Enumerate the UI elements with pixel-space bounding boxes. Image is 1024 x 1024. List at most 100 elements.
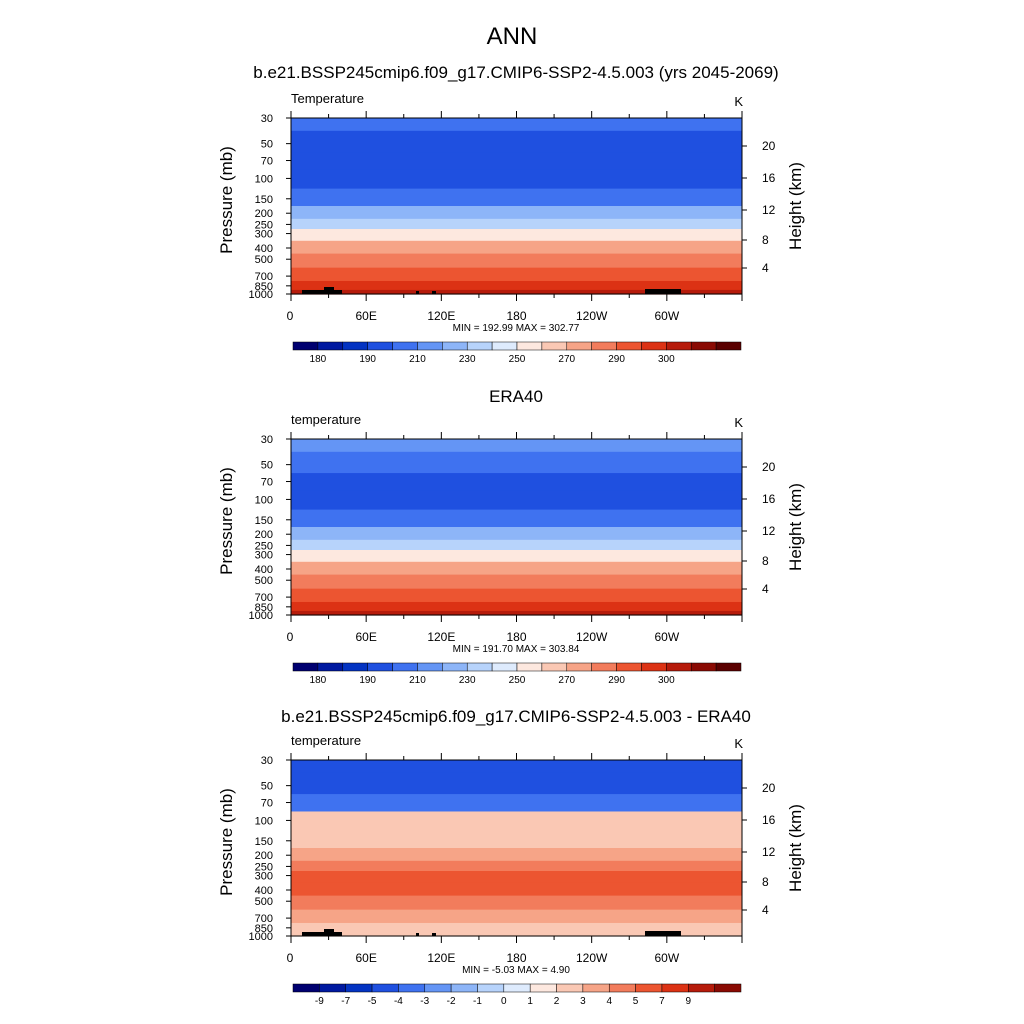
contour-band bbox=[291, 439, 742, 453]
y-tick-label: 150 bbox=[255, 836, 273, 848]
colorbar-swatch bbox=[292, 983, 320, 993]
variable-label: temperature bbox=[291, 733, 361, 748]
colorbar-swatch bbox=[424, 983, 452, 993]
colorbar-swatch bbox=[541, 662, 568, 672]
colorbar-label: 250 bbox=[509, 675, 526, 686]
main-title: ANN bbox=[487, 23, 538, 50]
colorbar-label: 180 bbox=[310, 354, 327, 365]
y-tick-label: 250 bbox=[255, 219, 273, 231]
x-tick-label: 120E bbox=[427, 630, 455, 644]
colorbar-swatch bbox=[292, 341, 319, 351]
colorbar-label: 290 bbox=[608, 675, 625, 686]
contour-band bbox=[291, 610, 742, 616]
contour-band bbox=[291, 218, 742, 230]
colorbar-swatch bbox=[666, 662, 692, 672]
contour-band bbox=[291, 490, 742, 511]
contour-band bbox=[291, 473, 742, 492]
y-tick-label: 100 bbox=[255, 173, 273, 185]
colorbar-swatch bbox=[541, 341, 568, 351]
colorbar-swatch bbox=[715, 341, 742, 351]
colorbar-swatch bbox=[641, 341, 667, 351]
colorbar-label: 5 bbox=[633, 996, 639, 1007]
y-tick-label: 300 bbox=[255, 229, 273, 241]
x-tick-label: 120E bbox=[427, 309, 455, 323]
y-tick-right-label: 12 bbox=[762, 203, 776, 217]
contour-band bbox=[291, 253, 742, 269]
y-tick-label: 50 bbox=[261, 460, 273, 472]
colorbar-swatch bbox=[616, 662, 642, 672]
y-tick-right-label: 12 bbox=[762, 524, 776, 538]
y-tick-label: 30 bbox=[261, 755, 273, 767]
colorbar-swatch bbox=[342, 341, 368, 351]
contour-band bbox=[291, 830, 742, 849]
colorbar-swatch bbox=[367, 662, 393, 672]
x-tick-label: 120W bbox=[576, 951, 608, 965]
x-tick-label: 180 bbox=[506, 630, 526, 644]
y-tick-label: 700 bbox=[255, 271, 273, 283]
topography-block bbox=[334, 932, 342, 936]
x-tick-label: 0 bbox=[287, 309, 294, 323]
contour-band bbox=[291, 130, 742, 153]
colorbar-label: -2 bbox=[447, 996, 456, 1007]
variable-label: Temperature bbox=[291, 91, 364, 106]
x-tick-label: 120E bbox=[427, 951, 455, 965]
colorbar-swatch bbox=[392, 341, 418, 351]
colorbar-label: 9 bbox=[686, 996, 692, 1007]
x-tick-label: 60W bbox=[654, 951, 679, 965]
contour-band bbox=[291, 509, 742, 528]
colorbar-swatch bbox=[503, 983, 531, 993]
colorbar-label: 180 bbox=[310, 675, 327, 686]
contour-band bbox=[291, 289, 742, 295]
y-tick-right-label: 4 bbox=[762, 582, 769, 596]
panel-title: b.e21.BSSP245cmip6.f09_g17.CMIP6-SSP2-4.… bbox=[253, 63, 778, 82]
colorbar-swatch bbox=[319, 983, 346, 993]
colorbar-swatch bbox=[591, 341, 617, 351]
contour-band bbox=[291, 860, 742, 872]
contour-band bbox=[291, 561, 742, 576]
colorbar-swatch bbox=[491, 662, 518, 672]
colorbar-label: 230 bbox=[459, 675, 476, 686]
y-tick-label: 400 bbox=[255, 243, 273, 255]
colorbar-swatch bbox=[635, 983, 663, 993]
colorbar-swatch bbox=[715, 662, 742, 672]
y-tick-right-label: 20 bbox=[762, 781, 776, 795]
y-tick-right-label: 4 bbox=[762, 903, 769, 917]
contour-band bbox=[291, 539, 742, 551]
contour-band bbox=[291, 760, 742, 774]
units-label: K bbox=[734, 736, 743, 751]
colorbar-swatch bbox=[582, 983, 610, 993]
colorbar-swatch bbox=[661, 983, 689, 993]
y-tick-label: 700 bbox=[255, 913, 273, 925]
y-tick-label: 150 bbox=[255, 515, 273, 527]
topography-block bbox=[416, 933, 419, 936]
y-tick-label: 850 bbox=[255, 923, 273, 935]
topography-block bbox=[324, 929, 334, 936]
colorbar-swatch bbox=[398, 983, 426, 993]
x-tick-label: 60W bbox=[654, 309, 679, 323]
contour-band bbox=[291, 188, 742, 207]
y-tick-label: 200 bbox=[255, 208, 273, 220]
colorbar-swatch bbox=[666, 341, 692, 351]
contour-band bbox=[291, 206, 742, 220]
colorbar-label: 190 bbox=[359, 675, 376, 686]
colorbar-label: 290 bbox=[608, 354, 625, 365]
colorbar-label: 230 bbox=[459, 354, 476, 365]
colorbar-swatch bbox=[529, 983, 557, 993]
x-tick-label: 180 bbox=[506, 309, 526, 323]
contour-band bbox=[291, 931, 742, 937]
y-tick-label: 500 bbox=[255, 575, 273, 587]
contour-band bbox=[291, 169, 742, 190]
colorbar-label: -4 bbox=[394, 996, 403, 1007]
x-tick-label: 120W bbox=[576, 630, 608, 644]
contour-band bbox=[291, 794, 742, 813]
colorbar-swatch bbox=[442, 341, 468, 351]
contour-band bbox=[291, 848, 742, 862]
colorbar-label: -1 bbox=[473, 996, 482, 1007]
stats-label: MIN = 192.99 MAX = 302.77 bbox=[453, 323, 580, 334]
topography-block bbox=[314, 932, 324, 936]
x-tick-label: 60E bbox=[355, 630, 376, 644]
topography-block bbox=[432, 933, 436, 936]
x-tick-label: 60E bbox=[355, 951, 376, 965]
contour-band bbox=[291, 267, 742, 282]
contour-band bbox=[291, 228, 742, 242]
